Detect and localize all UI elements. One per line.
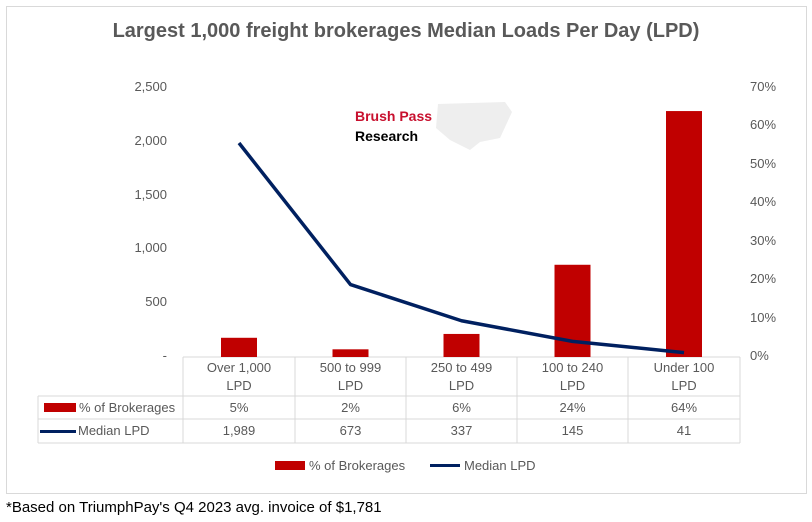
us-map-icon [436, 102, 512, 150]
median-lpd-line [237, 141, 685, 355]
line-value-label: 337 [450, 423, 473, 438]
category-label-line: 500 to 999 [319, 360, 382, 375]
category-label-line: Under 100 [653, 360, 715, 375]
category-label-line: 100 to 240 [541, 360, 604, 375]
bar [221, 337, 257, 357]
category-label-line: LPD [226, 378, 252, 393]
footnote: *Based on TriumphPay's Q4 2023 avg. invo… [6, 499, 382, 516]
right-tick-label: 60% [750, 117, 777, 133]
category-label-line: LPD [559, 378, 586, 393]
category-label: Under 100 LPD [628, 358, 740, 396]
right-tick-label: 10% [750, 309, 777, 325]
chart-title: Largest 1,000 freight brokerages Median … [112, 20, 700, 42]
left-tick-label: - [162, 348, 167, 363]
brush-pass-logo: Brush Pass Research [355, 106, 432, 146]
bar [332, 349, 369, 357]
right-tick-label: 30% [750, 232, 777, 248]
legend-bar: % of Brokerages [275, 458, 405, 473]
left-tick-label: 2,500 [134, 79, 167, 94]
bar [666, 111, 702, 357]
bar-value-label: 5% [229, 399, 249, 415]
right-tick-label: 50% [750, 155, 777, 171]
line-swatch [40, 429, 76, 433]
legend-line: Median LPD [430, 458, 536, 473]
legend-bar-swatch [275, 461, 305, 470]
row-label: Median LPD [78, 423, 150, 438]
logo-line2: Research [355, 128, 419, 144]
legend-bar-label: % of Brokerages [309, 458, 406, 473]
table-row-label-brokerages: % of Brokerages [44, 396, 175, 419]
right-tick-label: 70% [750, 79, 777, 94]
line-value-label: 673 [339, 423, 362, 438]
left-tick-label: 500 [145, 294, 167, 310]
bar-value-label: 2% [341, 399, 360, 415]
category-label-line: 250 to 499 [430, 360, 493, 375]
left-tick-label: 1,500 [134, 186, 167, 202]
chart-frame [6, 6, 807, 494]
line-value-label: 145 [561, 423, 584, 438]
right-tick-label: 40% [750, 194, 777, 210]
right-tick-label: 0% [750, 348, 769, 363]
category-label: 100 to 240 LPD [517, 358, 628, 396]
category-label-line: LPD [337, 378, 364, 393]
table-row-label-median: Median LPD [40, 419, 150, 443]
bar-value-label: 64% [670, 399, 698, 415]
line-value-label: 41 [676, 423, 692, 438]
category-label-line: LPD [448, 378, 475, 393]
bar [443, 333, 480, 357]
category-label-line: LPD [671, 378, 697, 393]
bar-value-label: 6% [452, 399, 471, 415]
right-tick-label: 20% [750, 271, 777, 287]
category-label: 500 to 999 LPD [295, 358, 406, 396]
bar-value-label: 24% [559, 399, 586, 415]
left-tick-label: 2,000 [134, 132, 167, 148]
legend-line-label: Median LPD [464, 458, 536, 473]
left-tick-label: 1,000 [134, 240, 167, 256]
legend-line-swatch [430, 464, 460, 467]
category-label-line: Over 1,000 [206, 360, 272, 375]
line-value-label: 1,989 [222, 423, 256, 438]
logo-line1: Brush Pass [355, 108, 433, 124]
row-label: % of Brokerages [79, 399, 176, 415]
bar-swatch [44, 403, 76, 412]
category-label: 250 to 499 LPD [406, 358, 517, 396]
category-label: Over 1,000 LPD [183, 358, 295, 396]
